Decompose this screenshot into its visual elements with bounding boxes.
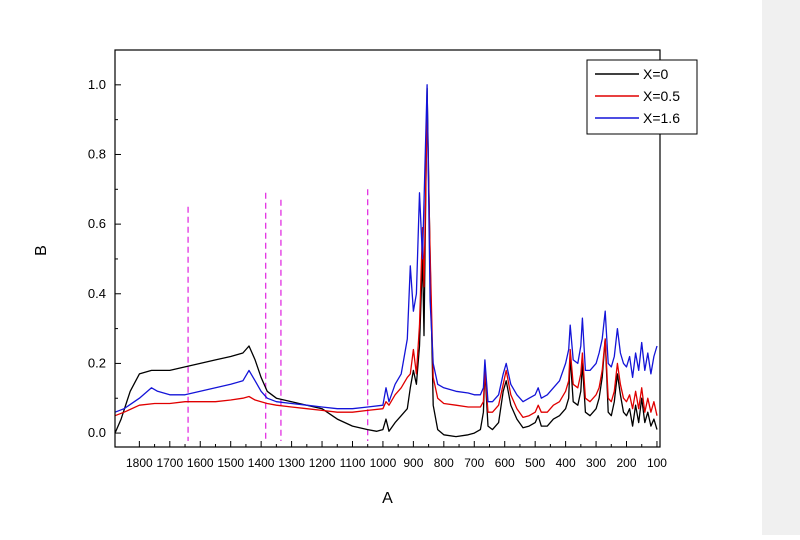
series-line — [114, 87, 658, 438]
x-tick-label: 1700 — [156, 456, 183, 470]
x-axis-ticks: 1800 1700 1600 1500 1400 1300 1200 1100 1000 900 8… — [126, 441, 667, 470]
x-tick-label: 400 — [556, 456, 576, 470]
x-tick-label: 200 — [616, 456, 636, 470]
side-panel — [762, 0, 800, 535]
x-tick-label: 1100 — [340, 456, 366, 470]
y-tick-label: 0.6 — [88, 216, 106, 231]
legend-label: X=0 — [643, 66, 669, 82]
x-tick-label: 1000 — [370, 456, 397, 470]
x-tick-label: 800 — [434, 456, 454, 470]
legend: X=0 X=0.5 X=1.6 — [586, 59, 698, 135]
line-chart: 1800 1700 1600 1500 1400 1300 1200 1100 1000 900 8… — [33, 49, 698, 507]
x-tick-label: 1600 — [187, 456, 214, 470]
plot-frame — [114, 49, 661, 448]
chart-figure: 1800 1700 1600 1500 1400 1300 1200 1100 1000 900 8… — [33, 49, 698, 507]
y-axis-ticks: 0.0 0.2 0.4 0.6 0.8 1.0 — [88, 49, 121, 440]
series-lines — [114, 84, 658, 438]
x-tick-label: 100 — [647, 456, 667, 470]
y-tick-label: 0.8 — [88, 146, 106, 161]
x-tick-label: 500 — [525, 456, 545, 470]
y-tick-label: 1.0 — [88, 77, 106, 92]
y-tick-label: 0.0 — [88, 425, 106, 440]
x-tick-label: 1800 — [126, 456, 153, 470]
y-tick-label: 0.2 — [88, 355, 106, 370]
y-axis-label: B — [33, 245, 50, 256]
legend-label: X=1.6 — [643, 110, 680, 126]
x-tick-label: 600 — [495, 456, 515, 470]
series-line — [114, 108, 658, 419]
x-tick-label: 1300 — [278, 456, 305, 470]
x-tick-label: 700 — [464, 456, 484, 470]
x-tick-label: 300 — [586, 456, 606, 470]
reference-lines — [187, 189, 369, 441]
series-line — [114, 84, 658, 413]
x-axis-label: A — [382, 490, 393, 507]
x-tick-label: 1400 — [248, 456, 275, 470]
legend-label: X=0.5 — [643, 88, 680, 104]
x-tick-label: 1200 — [309, 456, 336, 470]
x-tick-label: 900 — [403, 456, 423, 470]
legend-box — [586, 59, 698, 135]
x-tick-label: 1500 — [217, 456, 244, 470]
y-tick-label: 0.4 — [88, 286, 106, 301]
